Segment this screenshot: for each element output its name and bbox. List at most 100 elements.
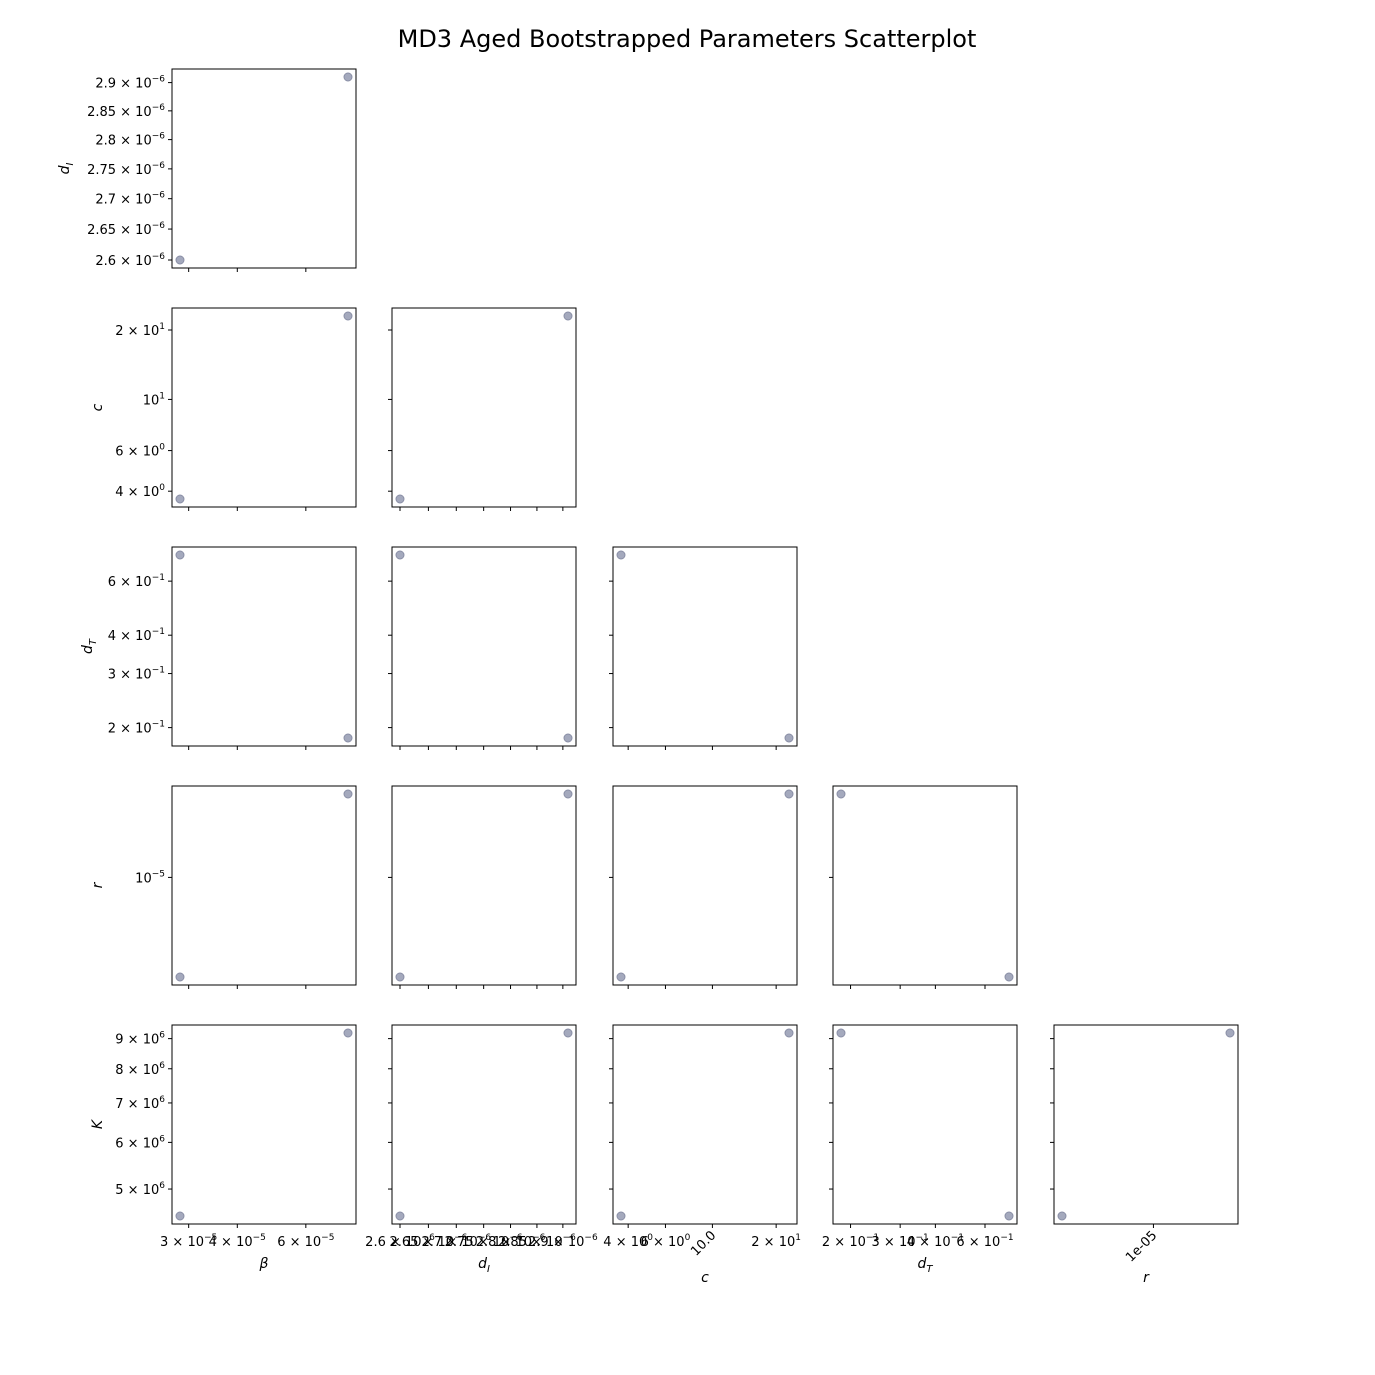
x-axis-label: r <box>1143 1270 1150 1286</box>
chart-title: MD3 Aged Bootstrapped Parameters Scatter… <box>398 25 977 53</box>
x-tick-label: 6 × 10−1 <box>956 1233 1013 1250</box>
panel-frame <box>391 546 577 747</box>
y-tick-label: 6 × 10−1 <box>108 573 165 590</box>
x-tick-label: 4 × 100 <box>603 1233 653 1250</box>
x-axis-label: β <box>259 1256 269 1272</box>
scatter-point <box>1004 1211 1014 1221</box>
y-tick-label: 101 <box>143 391 165 408</box>
x-tick-label: 6 × 10−5 <box>277 1233 334 1250</box>
y-tick-label: 3 × 10−1 <box>108 666 165 683</box>
scatter-point <box>563 733 573 743</box>
y-tick-label: 7 × 106 <box>115 1095 165 1112</box>
y-tick-label: 2 × 10−1 <box>108 720 165 737</box>
scatter-point <box>395 1211 405 1221</box>
y-tick-label: 2.7 × 10−6 <box>95 191 165 208</box>
scatter-point <box>784 1028 794 1038</box>
panel-r-vs-dI <box>388 785 577 989</box>
x-tick-label: 2 × 101 <box>751 1233 801 1250</box>
x-tick-label: 3 × 10−5 <box>160 1233 217 1250</box>
panel-frame <box>391 1024 577 1225</box>
x-tick-label: 4 × 10−1 <box>907 1233 964 1250</box>
scatter-point <box>175 1211 185 1221</box>
panel-dI-vs-beta: 2.6 × 10−6 2.65 × 10−6 2.7 × 10−6 2.75 × 10… <box>57 68 357 272</box>
scatter-point <box>395 550 405 560</box>
x-axis-label: dI <box>478 1256 490 1275</box>
panel-frame <box>171 307 357 508</box>
scatter-point <box>563 1028 573 1038</box>
x-tick-label: 2.75 × 10−6 <box>445 1233 523 1250</box>
panel-frame <box>171 785 357 986</box>
scatter-point <box>616 550 626 560</box>
y-tick-label: 5 × 106 <box>115 1181 165 1198</box>
scatter-point <box>343 311 353 321</box>
y-axis-label: dT <box>80 638 99 654</box>
scatter-point <box>343 789 353 799</box>
x-axis-label: c <box>701 1270 709 1286</box>
panel-dT-vs-c <box>609 546 798 750</box>
x-tick-label: 2.65 × 10−6 <box>389 1233 467 1250</box>
y-axis-label: dI <box>57 163 76 175</box>
y-tick-label: 6 × 106 <box>115 1134 165 1151</box>
y-axis-label: c <box>90 403 106 411</box>
scatter-point <box>343 733 353 743</box>
y-tick-label: 2.9 × 10−6 <box>95 75 165 92</box>
panel-K-vs-beta: 3 × 10−54 × 10−5 6 × 10−5 5 × 106 6 × 106 7 … <box>90 1024 357 1272</box>
panel-K-vs-r: 1e-05 r <box>1050 1024 1239 1286</box>
panel-r-vs-c <box>609 785 798 989</box>
panel-frame <box>612 1024 798 1225</box>
y-tick-label: 2.65 × 10−6 <box>87 221 165 238</box>
x-tick-label: 4 × 10−5 <box>209 1233 266 1250</box>
scatter-point <box>616 972 626 982</box>
y-tick-label: 4 × 10−1 <box>108 627 165 644</box>
x-tick-label: 3 × 10−1 <box>872 1233 929 1250</box>
y-tick-label: 9 × 106 <box>115 1031 165 1048</box>
panel-frame <box>612 546 798 747</box>
y-tick-label: 6 × 100 <box>115 443 165 460</box>
y-tick-label: 2.8 × 10−6 <box>95 132 165 149</box>
panel-frame <box>1053 1024 1239 1225</box>
scatter-point <box>175 550 185 560</box>
panel-frame <box>171 1024 357 1225</box>
scatter-point <box>563 789 573 799</box>
x-tick-label: 2.8 × 10−6 <box>476 1233 546 1250</box>
x-tick-label: 2.7 × 10−6 <box>421 1233 491 1250</box>
x-tick-label: 2.85 × 10−6 <box>498 1233 576 1250</box>
scatter-point <box>395 972 405 982</box>
scatter-point <box>616 1211 626 1221</box>
x-axis-label: dT <box>918 1256 934 1275</box>
scatter-point <box>1004 972 1014 982</box>
scatter-point <box>175 494 185 504</box>
y-tick-label: 2.85 × 10−6 <box>87 103 165 120</box>
y-tick-label: 2.6 × 10−6 <box>95 252 165 269</box>
y-tick-label: 8 × 106 <box>115 1061 165 1078</box>
y-tick-label: 2.75 × 10−6 <box>87 161 165 178</box>
y-tick-label: 2 × 101 <box>115 322 165 339</box>
panel-dT-vs-beta: 2 × 10−1 3 × 10−1 4 × 10−1 6 × 10−1 dT <box>80 546 357 750</box>
scatter-point <box>343 72 353 82</box>
scatter-point <box>1057 1211 1067 1221</box>
x-tick-label: 2 × 10−1 <box>822 1233 879 1250</box>
panel-c-vs-dI <box>388 307 577 511</box>
panel-r-vs-beta: 10−5 r <box>90 785 357 989</box>
scatter-point <box>836 1028 846 1038</box>
panel-frame <box>612 785 798 986</box>
panel-frame <box>832 785 1018 986</box>
x-tick-label: 2.6 × 10−6 <box>365 1233 435 1250</box>
scatter-point <box>175 255 185 265</box>
panel-K-vs-dT: 2 × 10−13 × 10−14 × 10−16 × 10−1 dT <box>822 1024 1018 1275</box>
panel-c-vs-beta: 4 × 100 6 × 100 101 2 × 101 c <box>90 307 357 511</box>
scatter-point <box>1225 1028 1235 1038</box>
y-tick-label: 10−5 <box>135 869 165 886</box>
scatter-point <box>343 1028 353 1038</box>
panel-K-vs-dI: 2.6 × 10−62.65 × 10−62.7 × 10−62.75 × 10… <box>365 1024 598 1275</box>
y-axis-label: K <box>90 1118 106 1129</box>
scatter-point <box>784 733 794 743</box>
panel-dT-vs-dI <box>388 546 577 750</box>
x-tick-label: 6 × 100 <box>641 1233 691 1250</box>
scatter-point <box>395 494 405 504</box>
x-tick-label: 1e-05 <box>1123 1228 1160 1265</box>
x-tick-label: 2.9 × 10−6 <box>528 1233 598 1250</box>
panel-frame <box>171 68 357 269</box>
panel-frame <box>171 546 357 747</box>
